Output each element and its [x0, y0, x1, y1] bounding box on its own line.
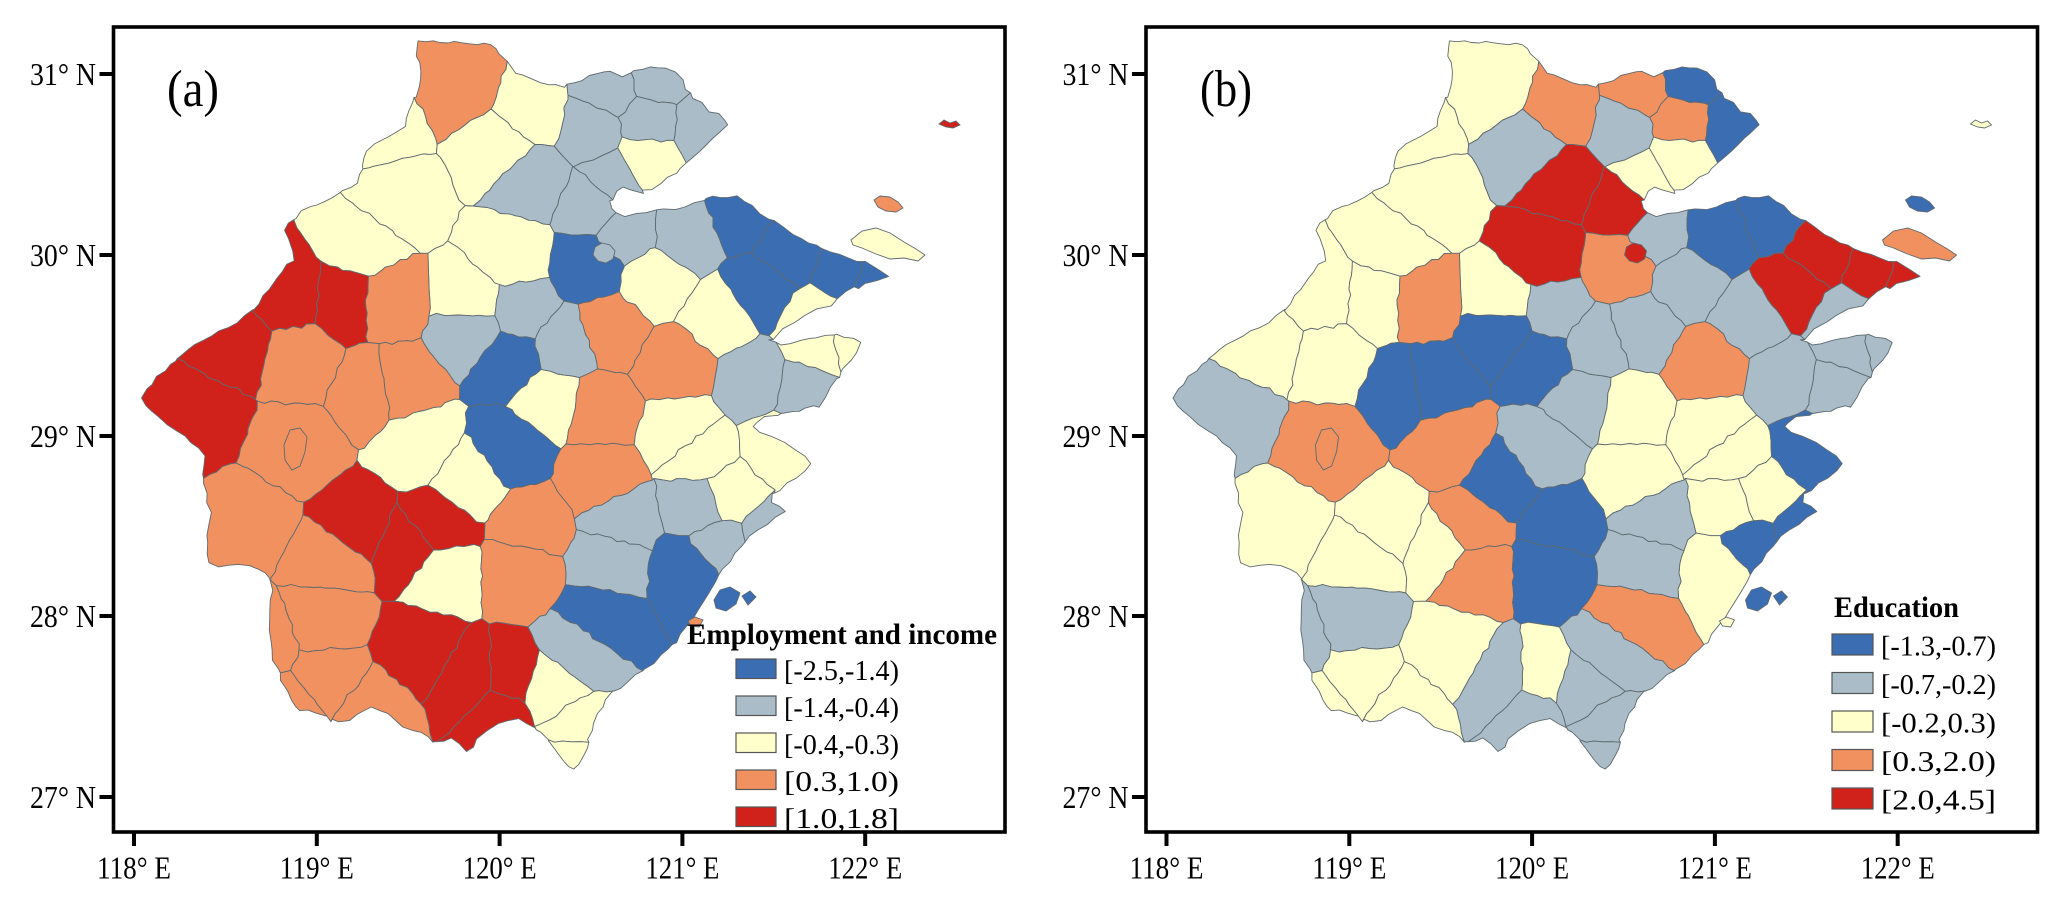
svg-text:[-0.7,-0.2): [-0.7,-0.2) [1881, 670, 1996, 701]
svg-text:Education: Education [1834, 592, 1959, 624]
svg-text:31° N: 31° N [30, 56, 96, 92]
svg-text:28° N: 28° N [30, 598, 96, 634]
svg-text:[2.0,4.5]: [2.0,4.5] [1881, 786, 1996, 817]
svg-text:29° N: 29° N [30, 418, 96, 454]
svg-text:30° N: 30° N [30, 237, 96, 273]
svg-text:[1.0,1.8]: [1.0,1.8] [784, 804, 899, 835]
svg-text:[0.3,1.0): [0.3,1.0) [784, 767, 899, 798]
svg-text:[0.3,2.0): [0.3,2.0) [1881, 747, 1996, 778]
svg-text:[-1.3,-0.7): [-1.3,-0.7) [1881, 632, 1996, 663]
svg-text:27° N: 27° N [30, 779, 96, 815]
svg-text:(b): (b) [1200, 61, 1252, 118]
svg-text:(a): (a) [167, 61, 219, 118]
svg-text:30° N: 30° N [1063, 237, 1129, 273]
svg-text:121° E: 121° E [645, 850, 719, 886]
svg-text:122° E: 122° E [828, 850, 902, 886]
svg-text:120° E: 120° E [463, 850, 537, 886]
svg-text:Employment and income: Employment and income [687, 619, 997, 651]
svg-text:118° E: 118° E [1130, 850, 1204, 886]
svg-text:[-0.2,0.3): [-0.2,0.3) [1881, 709, 1996, 740]
svg-text:119° E: 119° E [280, 850, 354, 886]
svg-text:28° N: 28° N [1063, 598, 1129, 634]
svg-text:121° E: 121° E [1678, 850, 1752, 886]
svg-text:27° N: 27° N [1063, 779, 1129, 815]
svg-text:[-0.4,-0.3): [-0.4,-0.3) [784, 730, 899, 761]
svg-text:119° E: 119° E [1312, 850, 1386, 886]
svg-text:118° E: 118° E [97, 850, 171, 886]
svg-text:29° N: 29° N [1063, 418, 1129, 454]
svg-text:[-2.5,-1.4): [-2.5,-1.4) [784, 656, 899, 687]
svg-text:122° E: 122° E [1861, 850, 1935, 886]
svg-text:120° E: 120° E [1495, 850, 1569, 886]
svg-text:[-1.4,-0.4): [-1.4,-0.4) [784, 693, 899, 724]
svg-text:31° N: 31° N [1063, 56, 1129, 92]
